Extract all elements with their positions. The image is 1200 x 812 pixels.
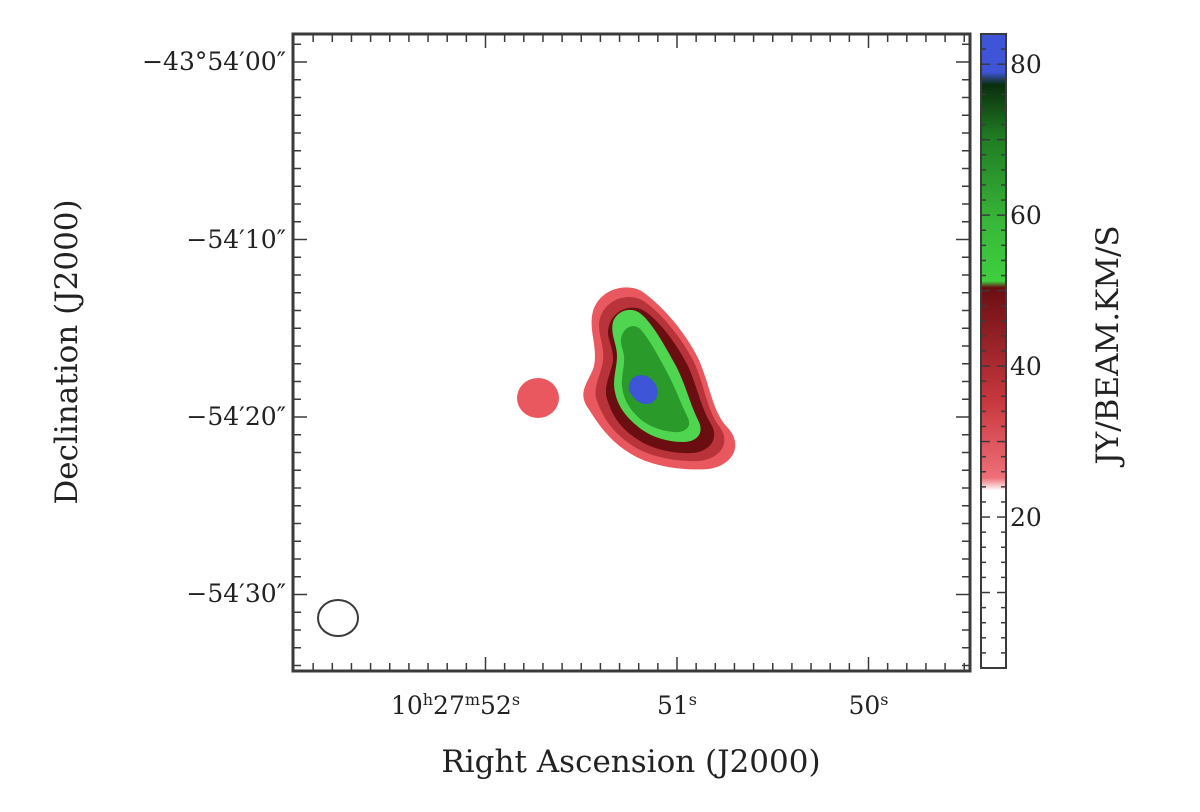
colorbar-tick-labels: 20 40 60 80 <box>1010 50 1042 532</box>
y-tick-label-2: −54′20″ <box>186 402 286 431</box>
y-axis-label: Declination (J2000) <box>49 199 85 504</box>
y-tick-label-1: −54′10″ <box>186 225 286 254</box>
colorbar-ticks <box>981 48 1006 654</box>
x-tick-label-1: 51s <box>657 690 697 720</box>
western-clump <box>517 378 559 418</box>
y-tick-labels: −43°54′00″ −54′10″ −54′20″ −54′30″ <box>142 47 286 608</box>
colorbar-tick-label-2: 60 <box>1010 201 1042 230</box>
beam-ellipse <box>317 599 359 637</box>
x-tick-label-2: 50s <box>848 690 888 720</box>
emission-level-64 <box>620 326 690 433</box>
colorbar-tick-label-0: 20 <box>1010 503 1042 532</box>
colorbar-tick-label-1: 40 <box>1010 352 1042 381</box>
x-tick-label-0: 10h27m52s <box>391 690 520 720</box>
x-axis-label: Right Ascension (J2000) <box>441 744 820 780</box>
y-tick-label-3: −54′30″ <box>186 579 286 608</box>
y-tick-label-0: −43°54′00″ <box>142 47 286 76</box>
x-tick-labels: 10h27m52s 51s 50s <box>391 690 889 720</box>
emission-blob <box>583 287 736 470</box>
colorbar-label: JY/BEAM.KM/S <box>1090 225 1126 467</box>
colorbar-tick-label-3: 80 <box>1010 50 1042 79</box>
frame-ticks <box>293 34 970 671</box>
emission-level-80 <box>628 375 658 405</box>
